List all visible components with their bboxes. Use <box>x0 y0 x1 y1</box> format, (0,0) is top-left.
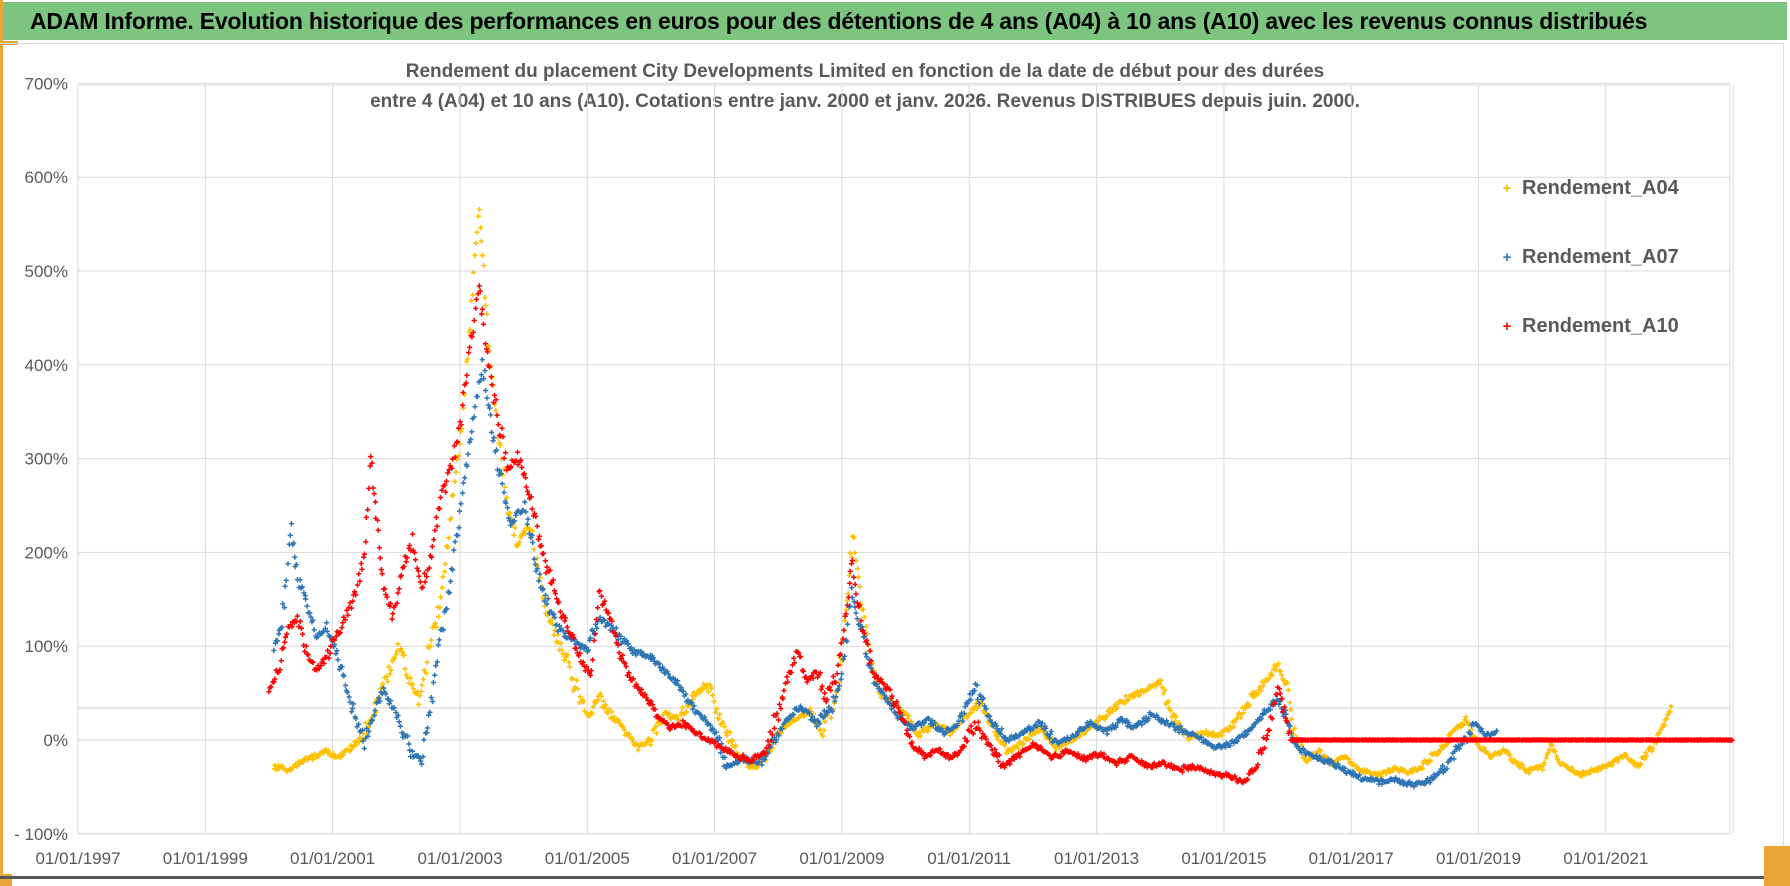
y-axis-tick-label: - 100% <box>14 825 68 844</box>
x-axis-tick-label: 01/01/2011 <box>927 849 1011 868</box>
x-axis-tick-label: 01/01/1997 <box>35 849 120 868</box>
x-axis-tick-label: 01/01/2017 <box>1309 849 1394 868</box>
y-axis-tick-label: 300% <box>25 450 68 469</box>
legend-item-a04[interactable]: + Rendement_A04 <box>1496 168 1756 208</box>
chart-right-border <box>1783 43 1784 877</box>
scatter-series-rendement_a07 <box>271 357 1500 790</box>
x-axis-tick-label: 01/01/2019 <box>1436 849 1521 868</box>
chart-title: Rendement du placement City Developments… <box>240 57 1490 117</box>
y-axis-tick-label: 600% <box>25 168 68 187</box>
x-axis-tick-label: 01/01/2009 <box>799 849 884 868</box>
legend-item-a10[interactable]: + Rendement_A10 <box>1496 306 1756 346</box>
legend-label-a10: Rendement_A10 <box>1522 314 1679 337</box>
bottom-border <box>0 876 1790 879</box>
x-axis-tick-label: 01/01/2021 <box>1563 849 1648 868</box>
x-axis-tick-label: 01/01/1999 <box>163 849 248 868</box>
scatter-series-rendement_a10 <box>266 283 1735 786</box>
legend-marker-a10-icon: + <box>1502 317 1512 335</box>
y-axis-tick-label: 700% <box>25 74 68 93</box>
plot-border <box>77 84 1731 835</box>
x-axis-tick-label: 01/01/2005 <box>545 849 630 868</box>
x-axis-tick-label: 01/01/2001 <box>290 849 375 868</box>
gold-bottom-right-handle[interactable] <box>1764 846 1790 886</box>
y-axis-tick-label: 200% <box>25 543 68 562</box>
x-axis-tick-label: 01/01/2013 <box>1054 849 1139 868</box>
y-axis-tick-label: 0% <box>43 731 68 750</box>
page-title: ADAM Informe. Evolution historique des p… <box>30 7 1648 34</box>
x-axis-tick-label: 01/01/2003 <box>417 849 502 868</box>
legend-marker-a04-icon: + <box>1502 179 1512 197</box>
legend-marker-a07-icon: + <box>1502 248 1512 266</box>
y-axis-tick-label: 500% <box>25 262 68 281</box>
y-axis-tick-label: 100% <box>25 637 68 656</box>
legend-label-a04: Rendement_A04 <box>1522 176 1679 199</box>
chart-title-line2: entre 4 (A04) et 10 ans (A10). Cotations… <box>370 91 1360 112</box>
gold-left-border <box>0 0 3 886</box>
chart-title-line1: Rendement du placement City Developments… <box>405 61 1325 82</box>
chart-legend: + Rendement_A04 + Rendement_A07 + Rendem… <box>1496 168 1756 375</box>
legend-label-a07: Rendement_A07 <box>1522 245 1679 268</box>
header-bar: ADAM Informe. Evolution historique des p… <box>3 2 1787 40</box>
y-axis-tick-label: 400% <box>25 356 68 375</box>
x-axis-tick-label: 01/01/2015 <box>1181 849 1266 868</box>
legend-item-a07[interactable]: + Rendement_A07 <box>1496 237 1756 277</box>
header-divider <box>0 43 1784 44</box>
x-axis-tick-label: 01/01/2007 <box>672 849 757 868</box>
